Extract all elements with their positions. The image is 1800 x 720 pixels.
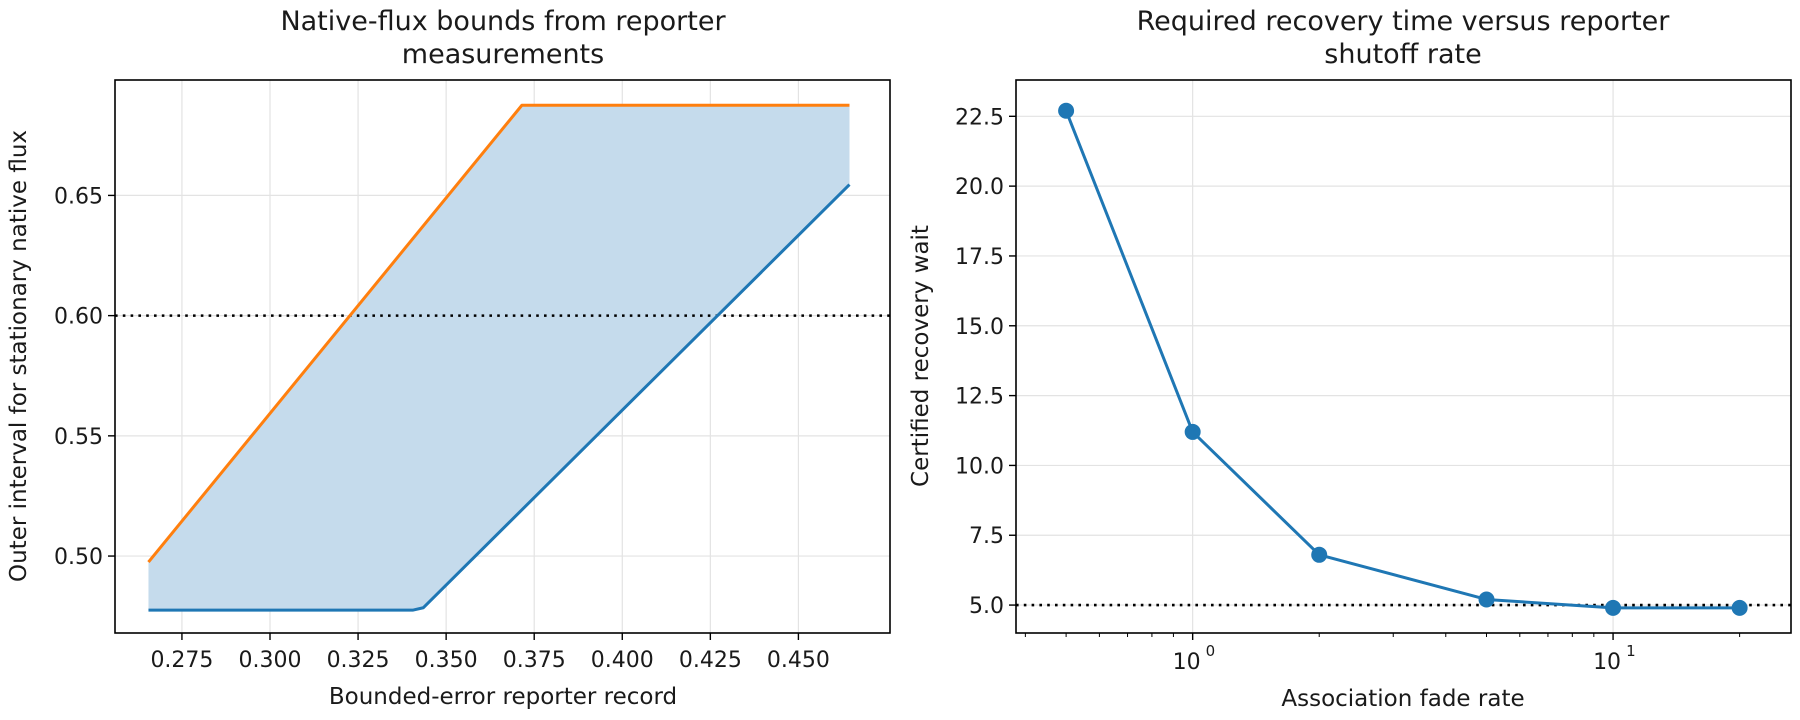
left-chart-title-line-1: Native-flux bounds from reporter <box>280 6 726 37</box>
left-x-ticks: 0.275 0.300 0.325 0.350 0.375 0.400 0.425 0.450 <box>150 633 830 673</box>
right-x-ticks: 10 0 10 1 <box>1024 633 1741 675</box>
left-y-tick-label: 0.65 <box>54 184 103 209</box>
right-y-tick-label: 7.5 <box>969 524 1004 549</box>
left-plot-frame <box>114 79 891 634</box>
right-y-tick-label: 22.5 <box>955 105 1004 130</box>
left-upper-bound-line <box>147 103 850 564</box>
left-x-tick-label: 0.350 <box>415 648 478 673</box>
right-series-points <box>1058 102 1748 616</box>
right-data-point <box>1478 591 1495 608</box>
right-grid <box>1016 80 1791 633</box>
right-x-tick-exponent: 1 <box>1626 642 1636 660</box>
left-y-axis-label: Outer interval for stationary native flu… <box>6 130 32 582</box>
right-panel: 10 0 10 1 5.0 7.5 10.0 12.5 15.0 17.5 20.0 22.5 Re… <box>908 6 1792 712</box>
right-data-point <box>1605 599 1622 616</box>
right-series-line <box>1064 110 1740 610</box>
left-x-tick-label: 0.450 <box>767 648 830 673</box>
right-x-tick-label: 10 <box>1173 650 1201 675</box>
right-chart-title-line-1: Required recovery time versus reporter <box>1137 6 1671 37</box>
right-data-point <box>1311 546 1328 563</box>
left-bounds-fill <box>148 105 850 611</box>
right-x-tick-exponent: 0 <box>1206 642 1216 660</box>
right-x-tick-label: 10 <box>1593 650 1621 675</box>
left-y-ticks: 0.50 0.55 0.60 0.65 <box>54 184 115 570</box>
right-y-tick-label: 5.0 <box>969 594 1004 619</box>
right-y-tick-label: 15.0 <box>955 315 1004 340</box>
left-x-tick-label: 0.375 <box>503 648 566 673</box>
left-x-tick-label: 0.300 <box>239 648 302 673</box>
left-x-tick-label: 0.400 <box>591 648 654 673</box>
right-y-ticks: 5.0 7.5 10.0 12.5 15.0 17.5 20.0 22.5 <box>955 105 1016 619</box>
left-panel: 0.275 0.300 0.325 0.350 0.375 0.400 0.425 0.450… <box>6 6 891 710</box>
left-y-tick-label: 0.60 <box>54 305 103 330</box>
right-x-axis-label: Association fade rate <box>1281 686 1524 712</box>
left-lower-bound-line <box>148 183 851 612</box>
left-x-tick-label: 0.275 <box>150 648 213 673</box>
left-y-tick-label: 0.50 <box>54 545 103 570</box>
left-chart-title-line-2: measurements <box>402 39 604 70</box>
right-plot-frame <box>1015 79 1792 634</box>
right-data-point <box>1731 599 1748 616</box>
right-data-point <box>1058 102 1075 119</box>
right-y-tick-label: 20.0 <box>955 175 1004 200</box>
left-x-tick-label: 0.325 <box>327 648 390 673</box>
left-x-tick-label: 0.425 <box>679 648 742 673</box>
right-y-tick-label: 12.5 <box>955 385 1004 410</box>
left-x-axis-label: Bounded-error reporter record <box>329 684 677 710</box>
right-y-axis-label: Certified recovery wait <box>908 225 934 487</box>
right-y-tick-label: 10.0 <box>955 454 1004 479</box>
right-data-point <box>1184 423 1201 440</box>
right-chart-title-line-2: shutoff rate <box>1324 39 1481 70</box>
right-y-tick-label: 17.5 <box>955 245 1004 270</box>
left-y-tick-label: 0.55 <box>54 425 103 450</box>
